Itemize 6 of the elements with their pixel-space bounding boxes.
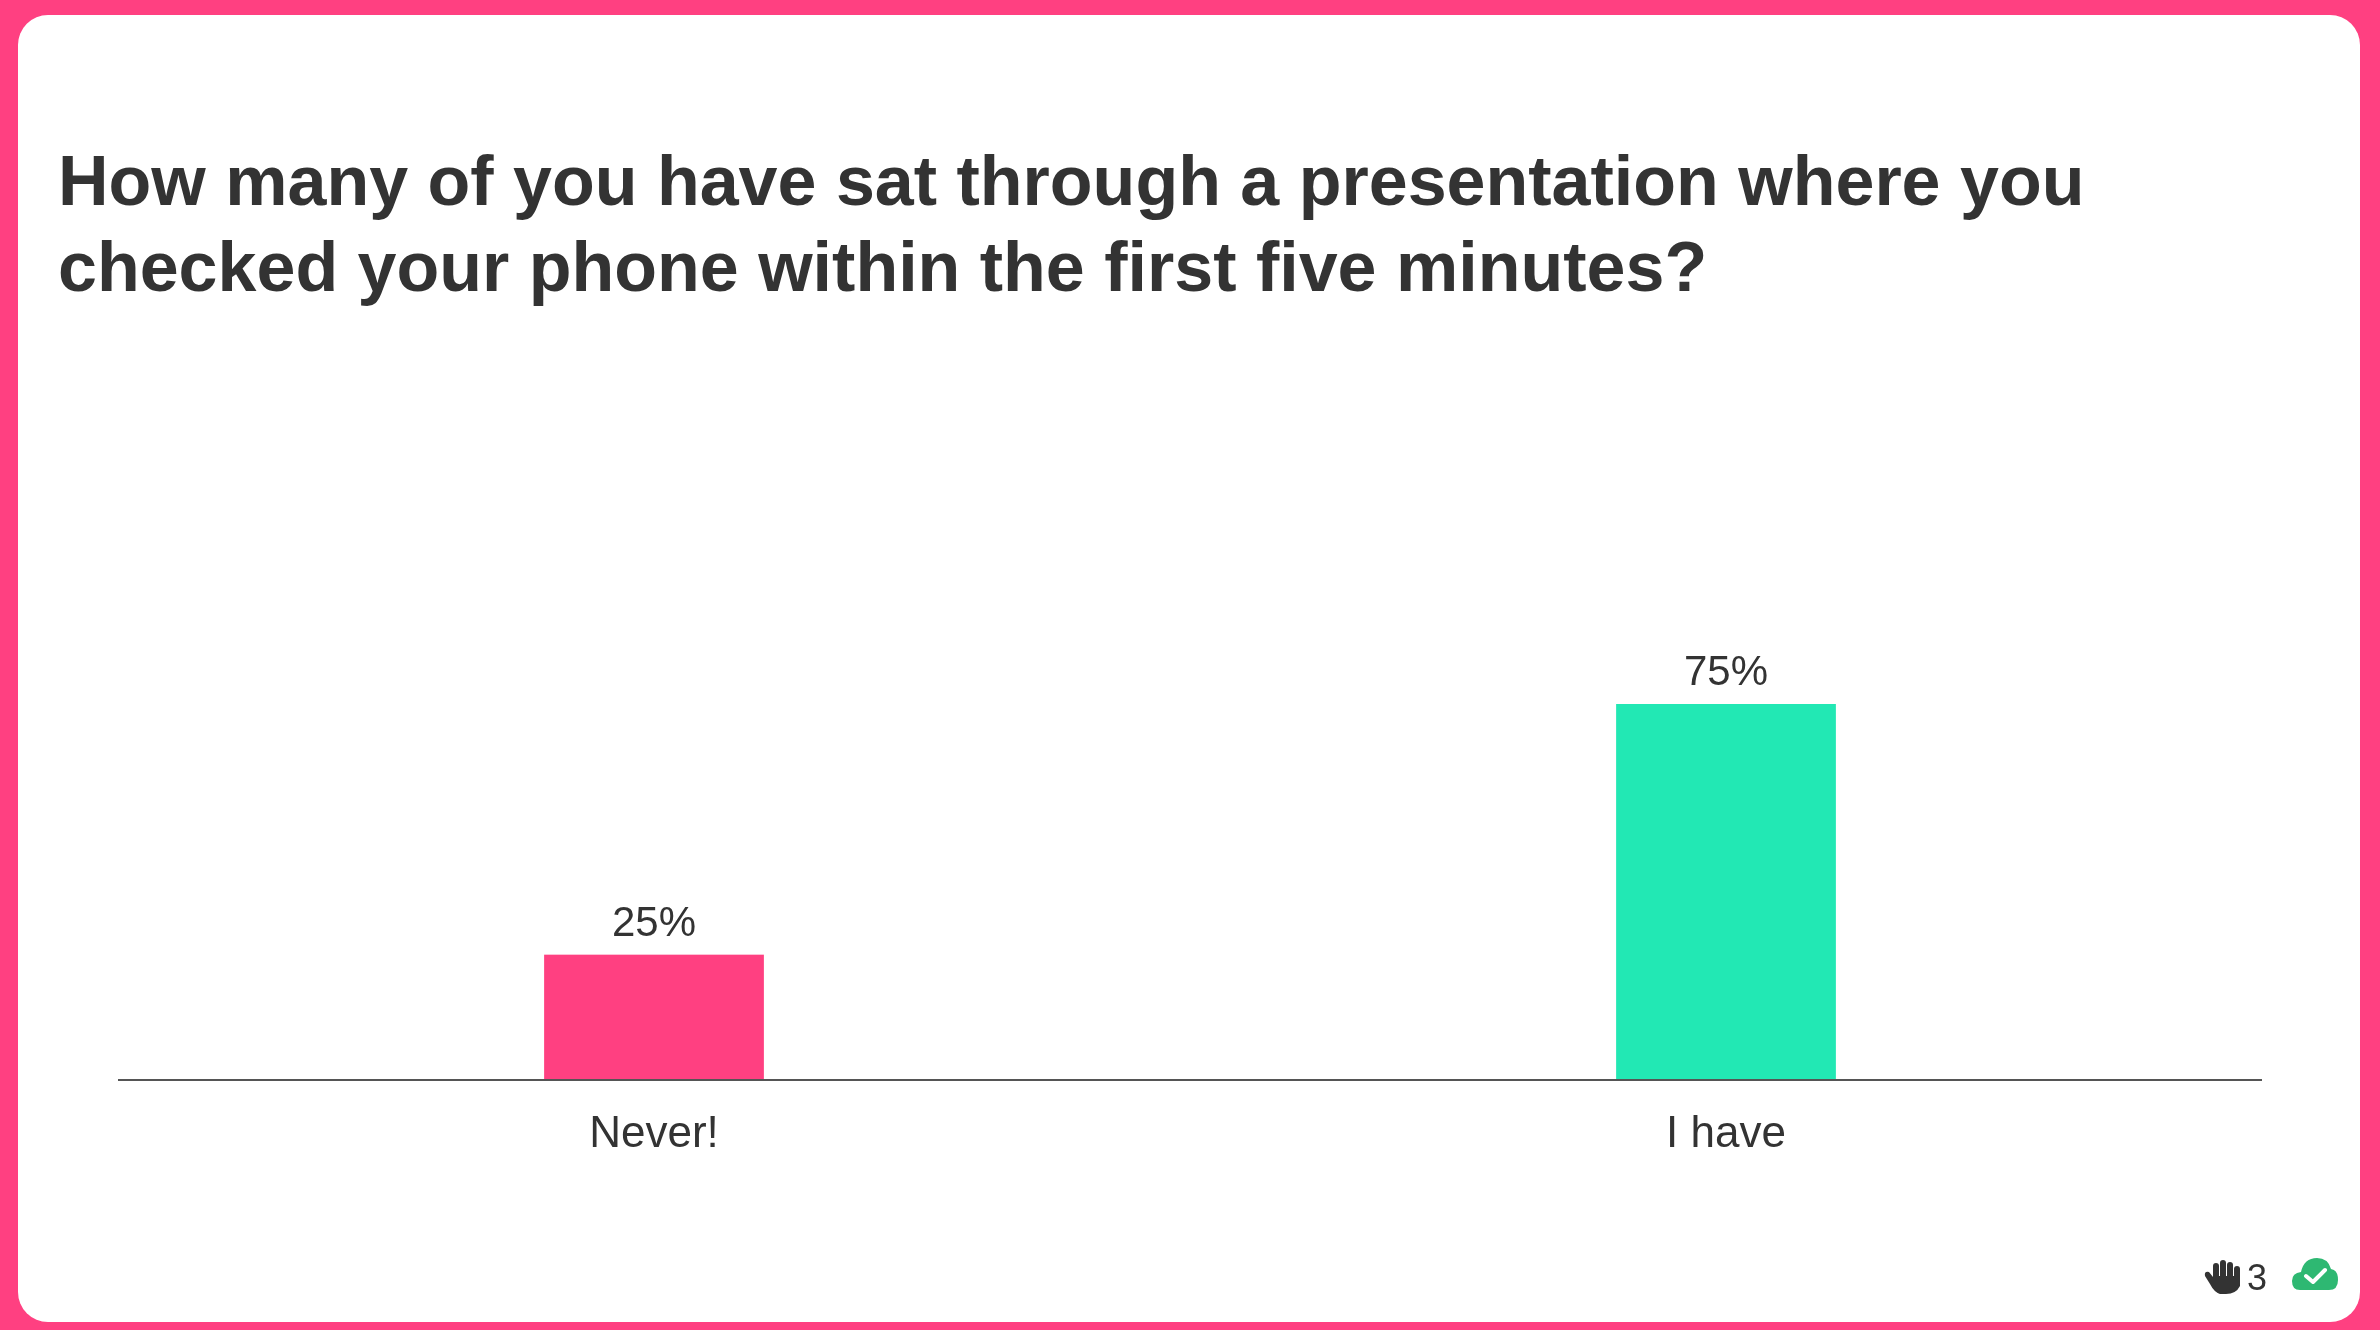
text: 3 — [2247, 1257, 2268, 1298]
chart-title: How many of you have sat through a presentation where you checked your phone within the first five minutes? — [58, 142, 2085, 306]
data-label: 75% — [1683, 647, 1769, 694]
x-tick-label: Never! — [589, 1107, 719, 1156]
x-tick-label: I have — [1666, 1107, 1786, 1156]
data-label: 25% — [611, 897, 697, 945]
